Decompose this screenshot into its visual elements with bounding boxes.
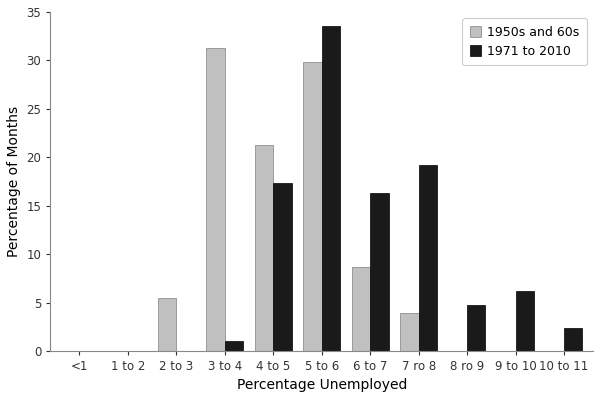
Bar (158, 298, 176, 351)
Bar (515, 291, 534, 351)
Bar (304, 62, 322, 351)
Bar (370, 193, 389, 351)
X-axis label: Percentage Unemployed: Percentage Unemployed (236, 378, 407, 392)
Legend: 1950s and 60s, 1971 to 2010: 1950s and 60s, 1971 to 2010 (462, 18, 587, 65)
Bar (400, 313, 419, 351)
Bar (273, 184, 292, 351)
Y-axis label: Percentage of Months: Percentage of Months (7, 106, 21, 257)
Bar (467, 305, 485, 351)
Bar (419, 165, 437, 351)
Bar (225, 342, 243, 351)
Bar (564, 328, 583, 351)
Bar (322, 26, 340, 351)
Bar (255, 145, 273, 351)
Bar (352, 267, 370, 351)
Bar (206, 48, 225, 351)
